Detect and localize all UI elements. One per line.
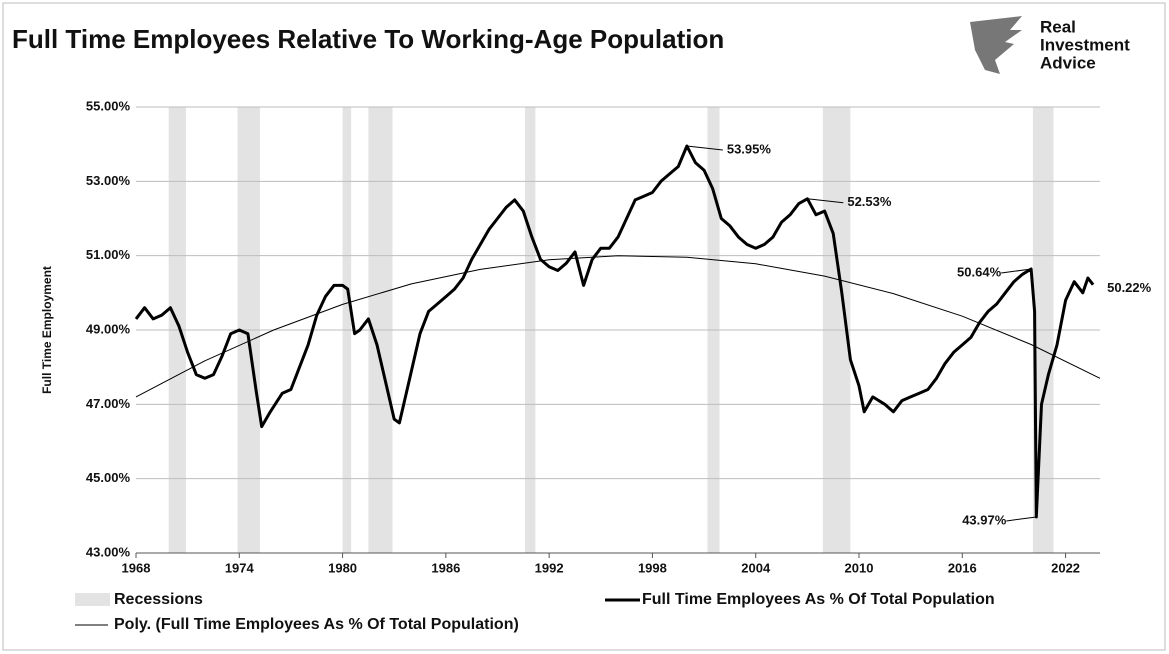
annotation-leader <box>807 198 844 204</box>
data-label: 52.53% <box>847 194 892 209</box>
logo-text: Investment <box>1040 35 1130 54</box>
x-tick-label: 1980 <box>328 560 357 575</box>
y-tick-label: 55.00% <box>86 98 131 113</box>
x-tick-label: 2022 <box>1051 560 1080 575</box>
chart-title: Full Time Employees Relative To Working-… <box>12 24 724 54</box>
data-line <box>134 144 1095 519</box>
legend-label: Full Time Employees As % Of Total Popula… <box>642 591 995 608</box>
y-tick-label: 49.00% <box>86 321 131 336</box>
y-tick-label: 47.00% <box>86 396 131 411</box>
y-tick-label: 43.00% <box>86 544 131 559</box>
annotation-leader <box>1001 268 1032 274</box>
x-tick-label: 1968 <box>122 560 151 575</box>
y-axis-label: Full Time Employment <box>40 266 54 394</box>
logo: Real Investment Advice <box>970 16 1130 74</box>
x-tick-label: 2016 <box>948 560 977 575</box>
x-tick-label: 1998 <box>638 560 667 575</box>
x-tick-label: 1992 <box>535 560 564 575</box>
data-label: 53.95% <box>727 141 772 156</box>
y-tick-label: 45.00% <box>86 470 131 485</box>
x-tick-label: 1974 <box>225 560 255 575</box>
logo-icon <box>970 16 1022 74</box>
x-tick-label: 1986 <box>431 560 460 575</box>
x-tick-label: 2004 <box>741 560 771 575</box>
logo-text: Advice <box>1040 53 1096 72</box>
legend-swatch <box>75 593 110 606</box>
data-label: 43.97% <box>962 512 1007 527</box>
data-label: 50.64% <box>957 264 1002 279</box>
annotation-leader <box>1006 516 1037 522</box>
annotation-leader <box>686 145 723 151</box>
y-tick-label: 53.00% <box>86 173 131 188</box>
legend-label: Poly. (Full Time Employees As % Of Total… <box>114 616 519 633</box>
data-label: 50.22% <box>1107 280 1152 295</box>
logo-text: Real <box>1040 17 1076 36</box>
trend-line <box>135 255 1101 398</box>
legend-label: Recessions <box>114 591 203 608</box>
y-tick-label: 51.00% <box>86 247 131 262</box>
x-tick-label: 2010 <box>845 560 874 575</box>
